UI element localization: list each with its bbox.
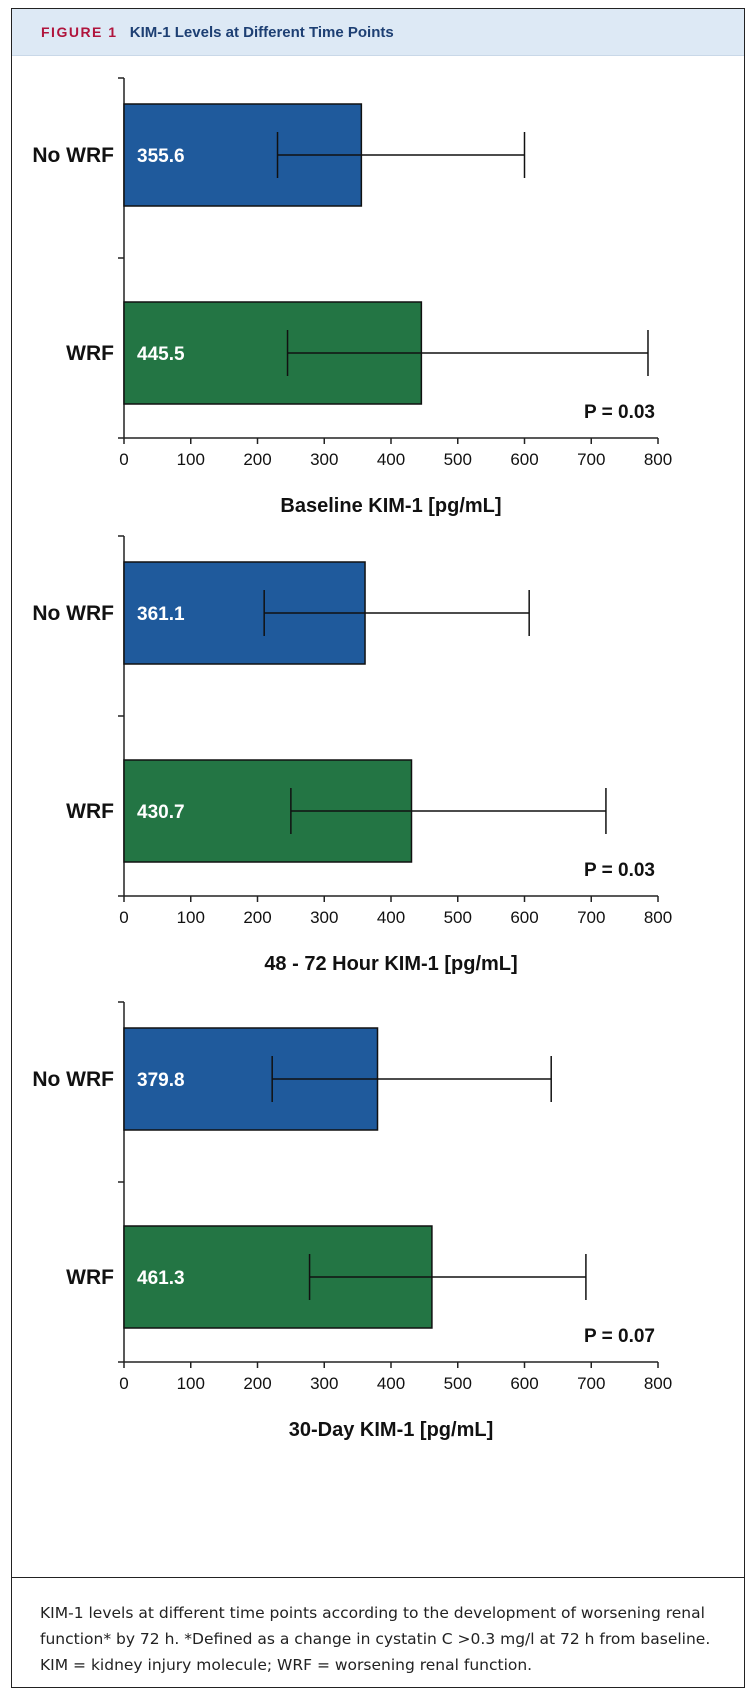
chart-panel-baseline: 0 100 200 300 400 500 600 700 800 No WRF 355.6 WRF 4…: [12, 71, 744, 541]
x-tick-label: 300: [310, 450, 338, 469]
x-tick-label: 200: [243, 450, 271, 469]
figure-header: FIGURE 1 KIM-1 Levels at Different Time …: [12, 9, 744, 56]
x-tick-label: 100: [177, 908, 205, 927]
x-tick-label: 0: [119, 1374, 128, 1393]
x-tick-label: 800: [644, 1374, 672, 1393]
category-label: WRF: [66, 1266, 114, 1289]
figure-caption: KIM-1 levels at different time points ac…: [40, 1604, 711, 1674]
chart-baseline: 0 100 200 300 400 500 600 700 800 No WRF 355.6 WRF 4…: [32, 77, 672, 517]
x-tick-label: 700: [577, 908, 605, 927]
bar-value-label: 379.8: [137, 1070, 185, 1091]
category-label: No WRF: [32, 602, 114, 625]
figure-frame: FIGURE 1 KIM-1 Levels at Different Time …: [11, 8, 745, 1688]
p-value-label: P = 0.03: [584, 402, 655, 423]
x-axis-title: 48 - 72 Hour KIM-1 [pg/mL]: [264, 953, 517, 975]
x-tick-label: 100: [177, 1374, 205, 1393]
x-tick-label: 700: [577, 450, 605, 469]
p-value-label: P = 0.03: [584, 860, 655, 881]
x-tick-label: 200: [243, 1374, 271, 1393]
figure-label: FIGURE 1: [41, 24, 118, 40]
x-tick-label: 300: [310, 908, 338, 927]
bar-value-label: 445.5: [137, 344, 185, 365]
category-label: WRF: [66, 342, 114, 365]
bar-value-label: 361.1: [137, 604, 185, 625]
caption-divider: [12, 1577, 744, 1578]
p-value-label: P = 0.07: [584, 1326, 655, 1347]
x-tick-label: 800: [644, 450, 672, 469]
x-tick-label: 400: [377, 450, 405, 469]
x-tick-label: 0: [119, 450, 128, 469]
x-tick-label: 0: [119, 908, 128, 927]
bar-value-label: 355.6: [137, 146, 185, 167]
figure-title: KIM-1 Levels at Different Time Points: [129, 24, 394, 41]
chart-panel-30day: 0 100 200 300 400 500 600 700 800 No WRF 379.8 WRF 4…: [12, 995, 744, 1465]
x-tick-label: 600: [510, 450, 538, 469]
x-tick-label: 400: [377, 908, 405, 927]
x-tick-label: 500: [444, 450, 472, 469]
category-label: No WRF: [32, 144, 114, 167]
x-tick-label: 200: [243, 908, 271, 927]
x-tick-label: 700: [577, 1374, 605, 1393]
x-tick-label: 600: [510, 908, 538, 927]
chart-30day: 0 100 200 300 400 500 600 700 800 No WRF 379.8 WRF 4…: [32, 1001, 672, 1441]
x-axis-title: Baseline KIM-1 [pg/mL]: [280, 495, 501, 517]
chart-panel-48-72h: 0 100 200 300 400 500 600 700 800 No WRF 361.1 WRF 4…: [12, 529, 744, 999]
x-tick-label: 400: [377, 1374, 405, 1393]
x-tick-label: 600: [510, 1374, 538, 1393]
x-tick-label: 800: [644, 908, 672, 927]
x-tick-label: 100: [177, 450, 205, 469]
category-label: No WRF: [32, 1068, 114, 1091]
chart-48-72h: 0 100 200 300 400 500 600 700 800 No WRF 361.1 WRF 4…: [32, 535, 672, 975]
x-tick-label: 300: [310, 1374, 338, 1393]
bar-value-label: 430.7: [137, 802, 185, 823]
x-tick-label: 500: [444, 1374, 472, 1393]
bar-value-label: 461.3: [137, 1268, 185, 1289]
x-tick-label: 500: [444, 908, 472, 927]
category-label: WRF: [66, 800, 114, 823]
x-axis-title: 30-Day KIM-1 [pg/mL]: [289, 1419, 493, 1441]
